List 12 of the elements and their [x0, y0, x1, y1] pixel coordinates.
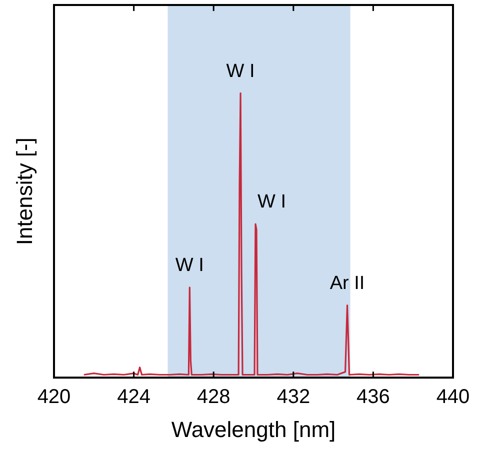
annotation: W I: [257, 192, 286, 213]
x-tick-label: 432: [276, 386, 310, 408]
annotation: W I: [175, 255, 204, 276]
annotation: Ar II: [330, 273, 365, 294]
x-axis-title: Wavelength [nm]: [171, 416, 336, 442]
x-tick-label: 428: [196, 386, 230, 408]
y-axis-title: Intensity [-]: [12, 138, 38, 246]
x-tick-label: 440: [436, 386, 470, 408]
annotation: W I: [226, 60, 255, 82]
x-tick-label: 424: [117, 386, 150, 408]
x-tick-label: 436: [356, 386, 390, 408]
x-tick-label: 420: [37, 386, 71, 408]
